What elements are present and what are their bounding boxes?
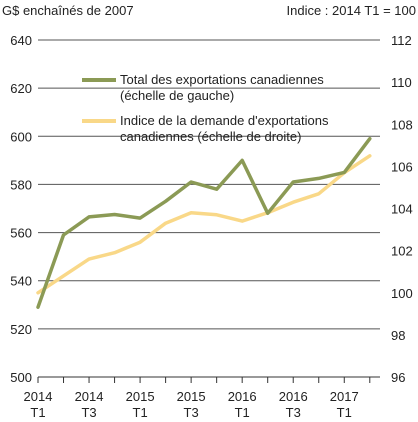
right-tick-label: 100 — [391, 286, 413, 301]
right-tick-label: 110 — [391, 75, 412, 90]
left-tick-label: 600 — [10, 129, 32, 144]
x-tick-year: 2016 — [279, 389, 308, 404]
legend: Total des exportations canadiennes (éche… — [82, 72, 329, 144]
left-axis-title: G$ enchaînés de 2007 — [2, 3, 134, 18]
x-tick-quarter: T3 — [286, 405, 301, 420]
left-tick-label: 580 — [10, 177, 32, 192]
right-tick-label: 102 — [391, 244, 413, 259]
right-tick-label: 106 — [391, 159, 413, 174]
left-tick-label: 540 — [10, 274, 32, 289]
x-tick-quarter: T1 — [235, 405, 250, 420]
right-tick-label: 104 — [391, 202, 413, 217]
left-tick-label: 500 — [10, 370, 32, 385]
left-axis-ticks: 500 520 540 560 580 600 620 640 — [10, 33, 32, 385]
left-tick-label: 560 — [10, 226, 32, 241]
x-tick-quarter: T3 — [81, 405, 96, 420]
x-tick-quarter: T1 — [30, 405, 45, 420]
legend-label-exports-scale: (échelle de gauche) — [120, 88, 234, 103]
x-tick-quarter: T1 — [337, 405, 352, 420]
gridlines — [38, 39, 380, 330]
right-tick-label: 108 — [391, 117, 413, 132]
series-line-exports — [36, 136, 372, 309]
series-line-demand-index — [36, 154, 372, 295]
left-tick-label: 620 — [10, 81, 32, 96]
x-tick-quarter: T1 — [133, 405, 148, 420]
series-layer — [36, 136, 372, 309]
right-tick-label: 98 — [391, 328, 405, 343]
legend-label-exports: Total des exportations canadiennes — [120, 72, 324, 87]
right-tick-label: 112 — [391, 33, 412, 48]
right-axis-title: Indice : 2014 T1 = 100 — [287, 3, 417, 18]
right-tick-label: 96 — [391, 370, 405, 385]
x-tick-year: 2014 — [24, 389, 53, 404]
x-tick-year: 2014 — [75, 389, 104, 404]
legend-label-demand-index: Indice de la demande d'exportations — [120, 113, 329, 128]
x-tick-year: 2016 — [228, 389, 257, 404]
x-axis-ticks: 2014T12014T32015T12015T32016T12016T32017… — [24, 377, 371, 420]
legend-label-demand-index-scale: canadiennes (échelle de droite) — [120, 129, 301, 144]
x-tick-year: 2015 — [177, 389, 206, 404]
x-tick-year: 2015 — [126, 389, 155, 404]
x-tick-quarter: T3 — [184, 405, 199, 420]
right-axis-ticks: 96 98 100 102 104 106 108 110 112 — [391, 33, 413, 385]
left-tick-label: 520 — [10, 322, 32, 337]
x-tick-year: 2017 — [330, 389, 359, 404]
left-tick-label: 640 — [10, 33, 32, 48]
